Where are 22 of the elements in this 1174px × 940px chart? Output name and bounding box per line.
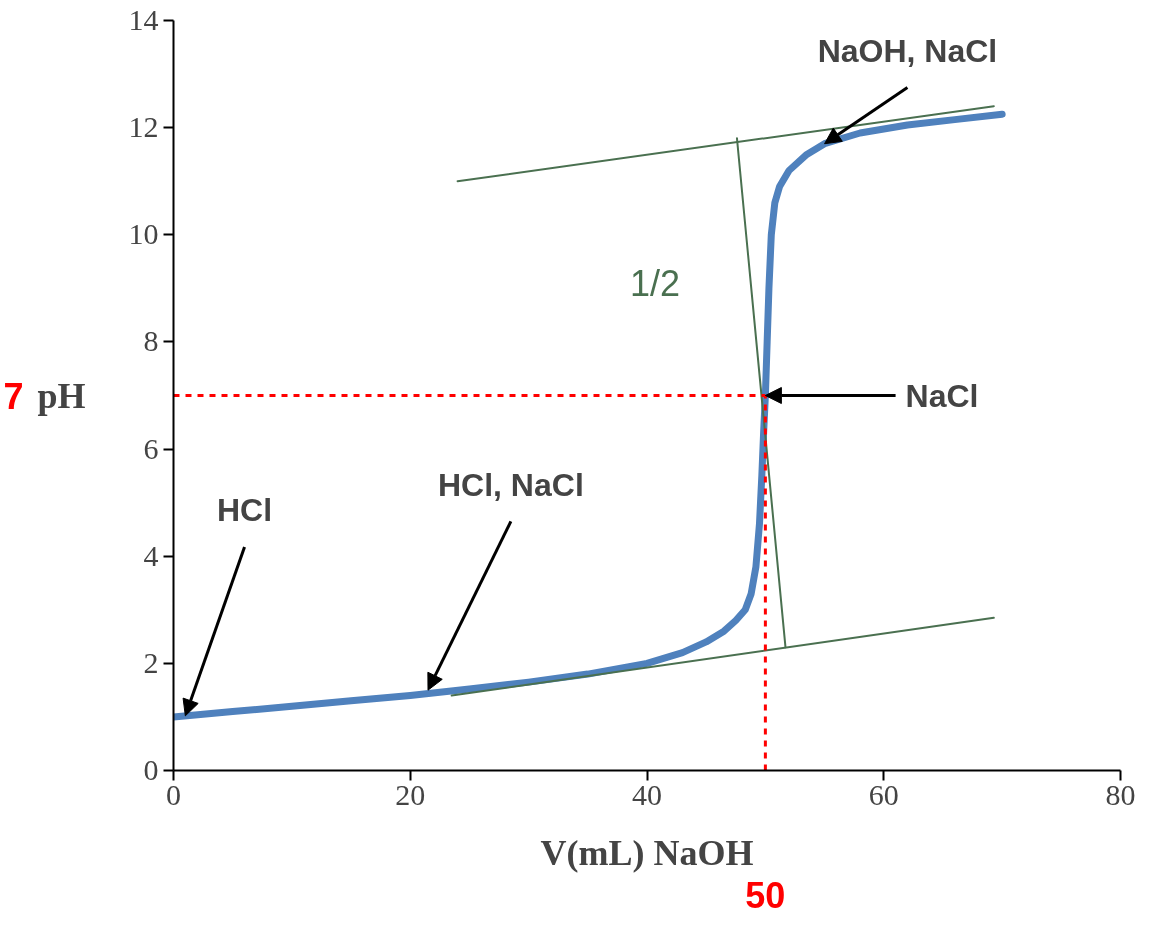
y-tick-label: 0	[143, 753, 159, 786]
y-tick-label: 6	[143, 431, 159, 465]
x-tick-label: 0	[166, 777, 181, 811]
x-tick-label: 80	[1105, 777, 1136, 811]
y-tick-label: 12	[128, 110, 159, 144]
annotation: NaOH, NaCl	[817, 32, 998, 69]
x-axis-title: V(mL) NaOH	[540, 832, 754, 873]
ref-line-label: 7	[3, 375, 24, 417]
y-tick-label: 8	[143, 324, 159, 358]
annotation: HCl, NaCl	[437, 466, 584, 503]
y-tick-label: 4	[143, 538, 159, 572]
x-tick-label: 60	[868, 777, 899, 811]
y-tick-label: 14	[128, 3, 159, 36]
x-tick-label: 20	[395, 777, 426, 811]
y-tick-label: 10	[128, 217, 159, 251]
y-axis-title: pH	[37, 375, 86, 416]
ref-line-label: 50	[745, 874, 786, 916]
annotation: HCl	[216, 492, 273, 529]
x-tick-label: 40	[632, 777, 662, 811]
annotation: NaCl	[905, 377, 979, 414]
annotation: 1/2	[630, 262, 681, 304]
y-tick-label: 2	[143, 645, 159, 679]
